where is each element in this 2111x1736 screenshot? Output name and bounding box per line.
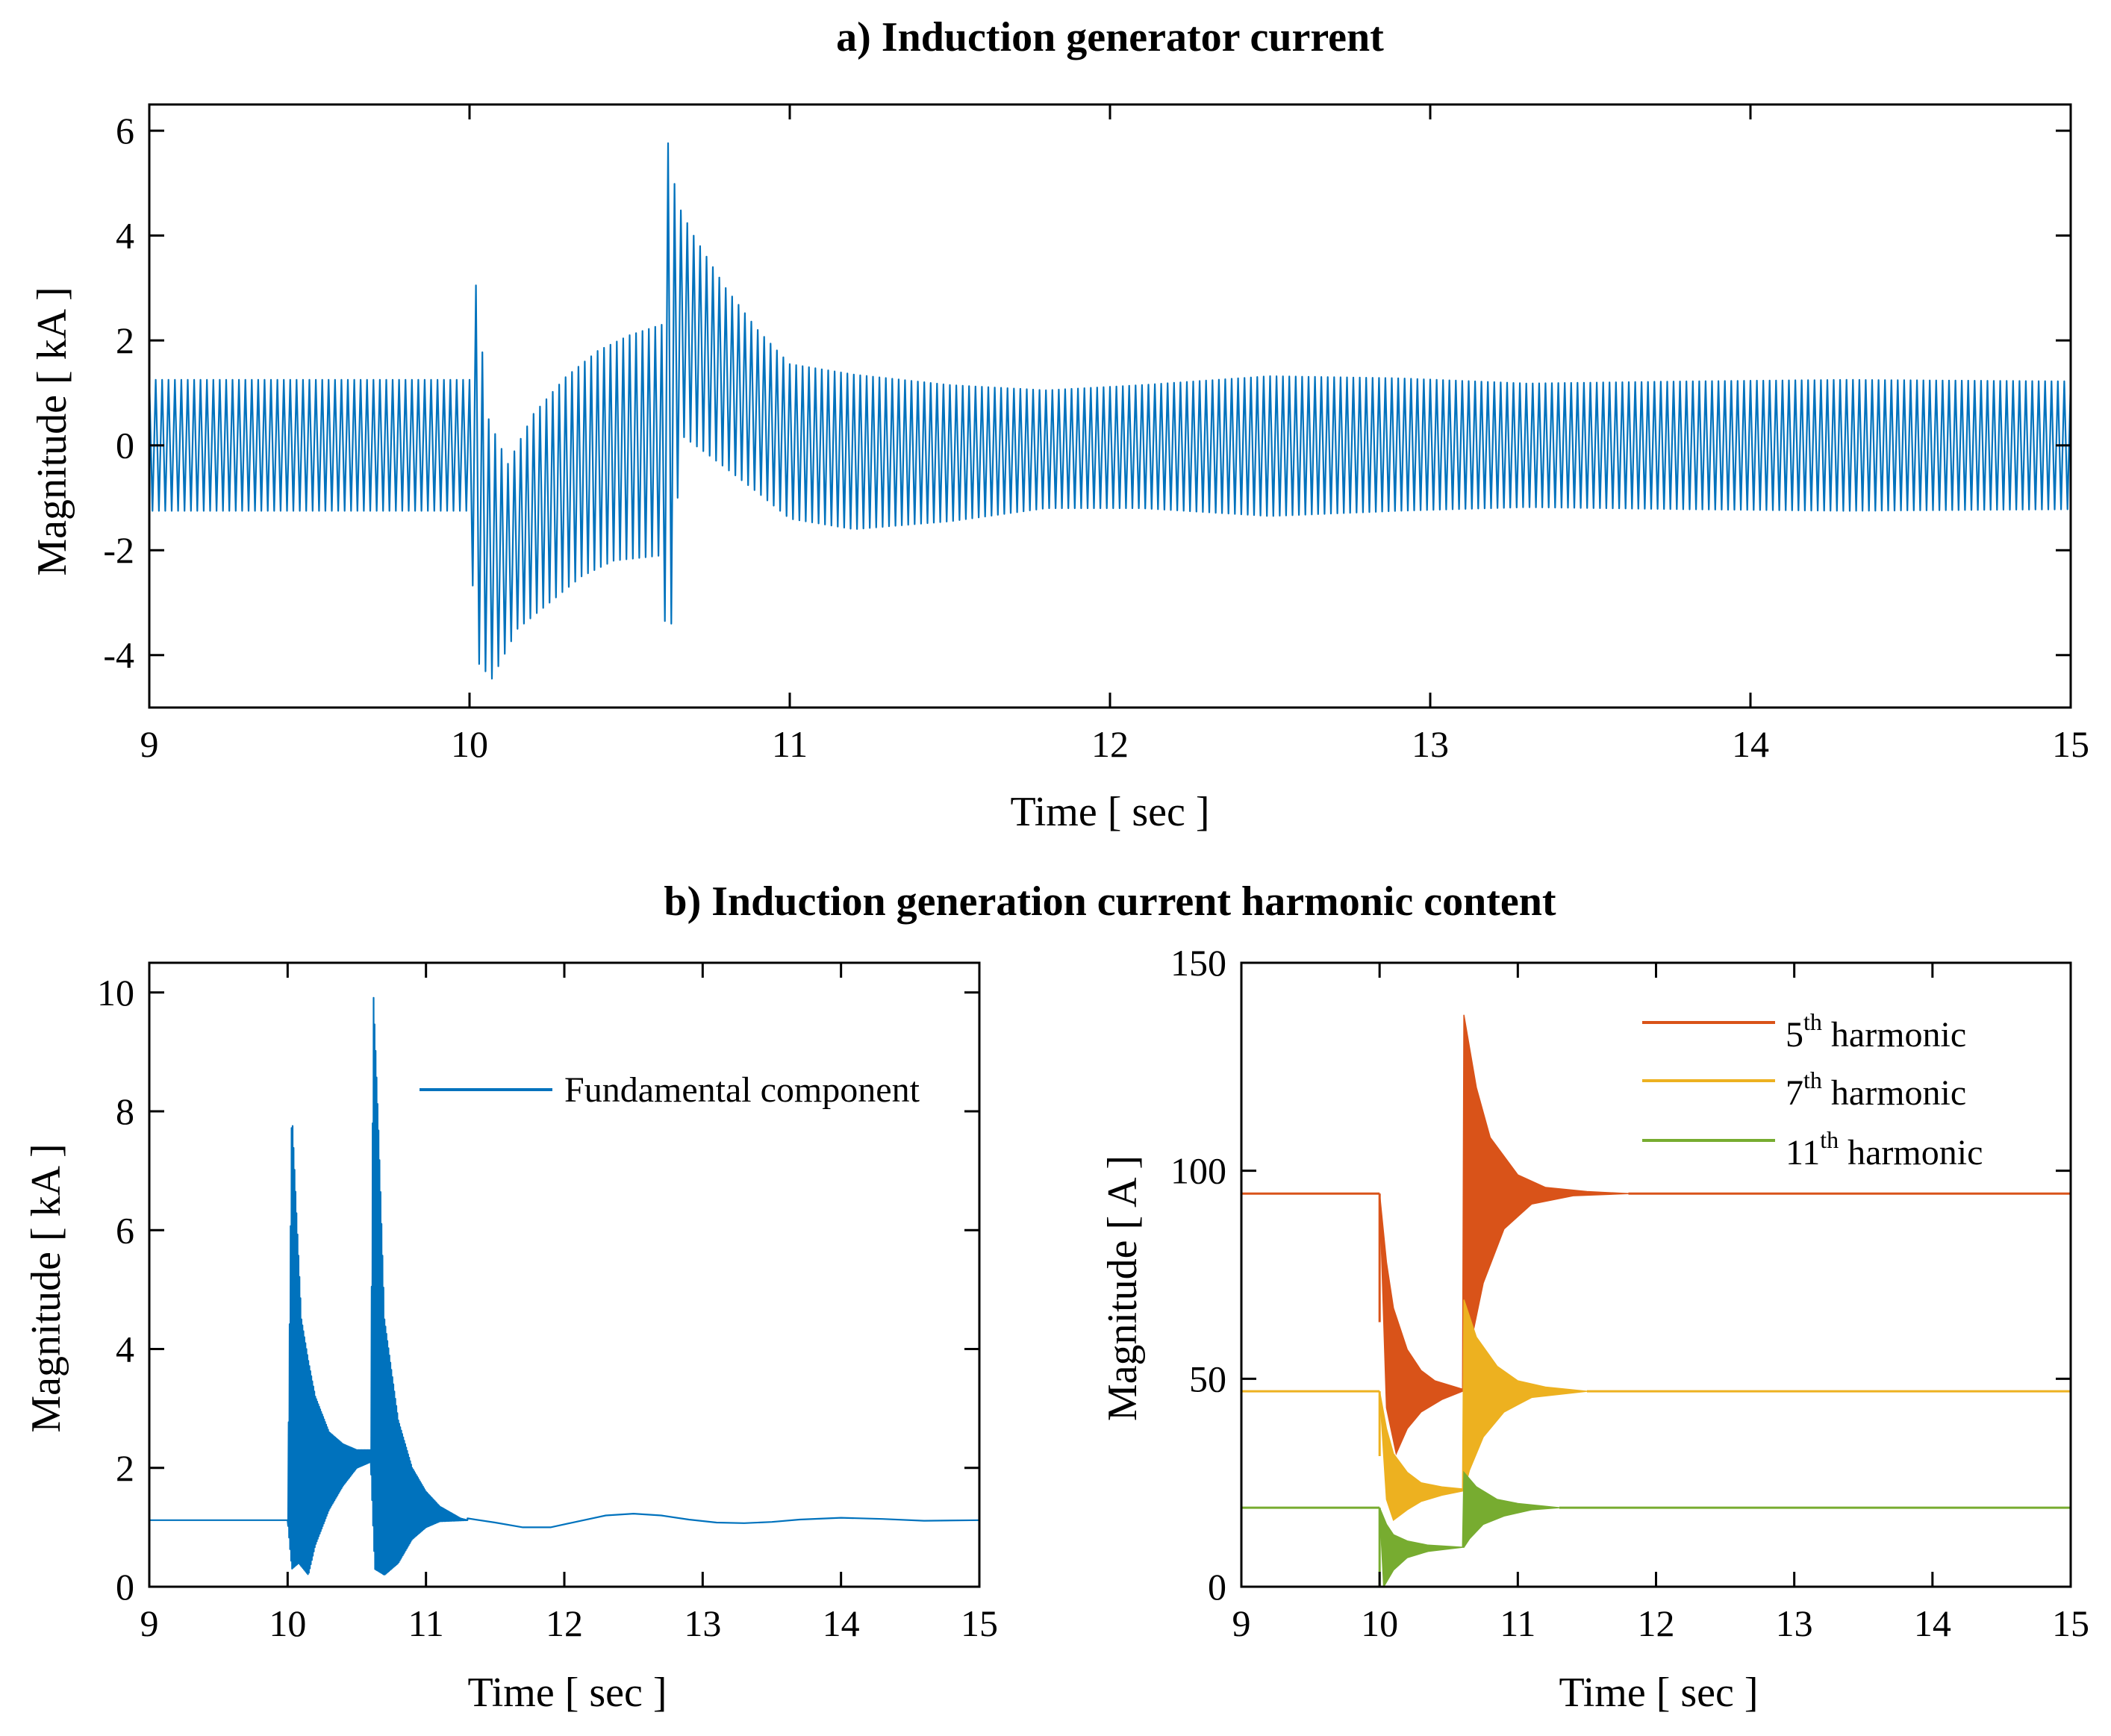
legend-label-11th-harmonic: 11th harmonic xyxy=(1786,1126,1983,1173)
x-tick-label: 10 xyxy=(1361,1602,1398,1644)
legend-7th-sup: th xyxy=(1803,1067,1822,1093)
chart-b-title: b) Induction generation current harmonic… xyxy=(664,878,1556,925)
y-tick-label: -2 xyxy=(103,529,134,571)
y-tick-label: 6 xyxy=(116,1209,134,1251)
chart-b-right-ylabel: Magnitude [ A ] xyxy=(1100,1155,1146,1421)
chart-b-right-legend: 5th harmonic 7th harmonic 11th harmonic xyxy=(1642,1008,1983,1173)
y-tick-label: 8 xyxy=(116,1090,134,1132)
x-tick-label: 12 xyxy=(1638,1602,1675,1644)
y-tick-label: 6 xyxy=(116,110,134,152)
series-line-b-left-0 xyxy=(149,996,979,1576)
y-tick-label: 4 xyxy=(116,215,134,257)
x-tick-label: 9 xyxy=(1232,1602,1251,1644)
y-tick-label: 4 xyxy=(116,1328,134,1370)
series-band-b-right-2 xyxy=(1379,1470,1559,1587)
x-tick-label: 10 xyxy=(269,1602,306,1644)
chart-a-xlabel: Time [ sec ] xyxy=(1010,789,1209,835)
series-line-b-right-1 xyxy=(1241,1390,2071,1456)
x-tick-label: 15 xyxy=(2052,723,2089,765)
x-tick-label: 9 xyxy=(140,1602,159,1644)
legend-label-fundamental: Fundamental component xyxy=(564,1070,920,1110)
series-line-b-right-0 xyxy=(1241,1192,2071,1323)
x-tick-label: 11 xyxy=(772,723,808,765)
legend-11th-text: harmonic xyxy=(1839,1133,1983,1173)
x-tick-label: 9 xyxy=(140,723,159,765)
y-tick-label: 0 xyxy=(1208,1566,1226,1608)
x-tick-label: 12 xyxy=(546,1602,583,1644)
chart-b-left-legend: Fundamental component xyxy=(420,1070,920,1110)
chart-a-title: a) Induction generator current xyxy=(836,14,1384,60)
x-tick-label: 14 xyxy=(1732,723,1769,765)
chart-b-left-series-group xyxy=(149,996,979,1576)
chart-b-right-series-group xyxy=(1241,1014,2071,1587)
x-tick-label: 10 xyxy=(451,723,488,765)
series-line-a-0 xyxy=(149,142,2071,680)
x-tick-label: 14 xyxy=(823,1602,860,1644)
x-tick-label: 15 xyxy=(2052,1602,2089,1644)
y-tick-label: 150 xyxy=(1170,942,1226,984)
chart-a-ylabel: Magnitude [ kA ] xyxy=(29,287,75,575)
y-tick-label: 2 xyxy=(116,1447,134,1489)
legend-5th-text: harmonic xyxy=(1822,1015,1966,1055)
chart-a-series-group xyxy=(149,142,2071,680)
x-tick-label: 14 xyxy=(1914,1602,1951,1644)
y-tick-label: 10 xyxy=(97,972,134,1014)
x-tick-label: 11 xyxy=(1500,1602,1535,1644)
legend-label-5th-harmonic: 5th harmonic xyxy=(1786,1008,1966,1055)
legend-5th-sup: th xyxy=(1803,1008,1822,1035)
legend-11th-sup: th xyxy=(1820,1126,1839,1153)
chart-b-left-xlabel: Time [ sec ] xyxy=(467,1670,667,1716)
x-tick-label: 15 xyxy=(961,1602,998,1644)
y-tick-label: -4 xyxy=(103,634,134,676)
y-tick-label: 0 xyxy=(116,425,134,466)
x-tick-label: 13 xyxy=(684,1602,721,1644)
y-tick-label: 0 xyxy=(116,1566,134,1608)
x-tick-label: 12 xyxy=(1091,723,1129,765)
x-tick-label: 13 xyxy=(1412,723,1449,765)
y-tick-label: 2 xyxy=(116,319,134,361)
legend-7th-text: harmonic xyxy=(1822,1073,1966,1113)
x-tick-label: 11 xyxy=(408,1602,444,1644)
y-tick-label: 50 xyxy=(1189,1358,1226,1399)
chart-b-left-plot-area: 9 10 11 12 13 14 15 0 2 4 6 8 10 xyxy=(97,961,998,1644)
legend-7th-num: 7 xyxy=(1786,1073,1803,1113)
chart-b-right-xlabel: Time [ sec ] xyxy=(1559,1670,1758,1716)
chart-b-left-ylabel: Magnitude [ kA ] xyxy=(23,1143,69,1432)
legend-11th-num: 11 xyxy=(1786,1133,1820,1173)
x-tick-label: 13 xyxy=(1776,1602,1813,1644)
chart-a-plot-area: 9 10 11 12 13 14 15 -4 -2 0 2 4 6 xyxy=(103,103,2089,765)
legend-5th-num: 5 xyxy=(1786,1015,1803,1055)
y-tick-label: 100 xyxy=(1170,1150,1226,1192)
legend-label-7th-harmonic: 7th harmonic xyxy=(1786,1067,1966,1113)
